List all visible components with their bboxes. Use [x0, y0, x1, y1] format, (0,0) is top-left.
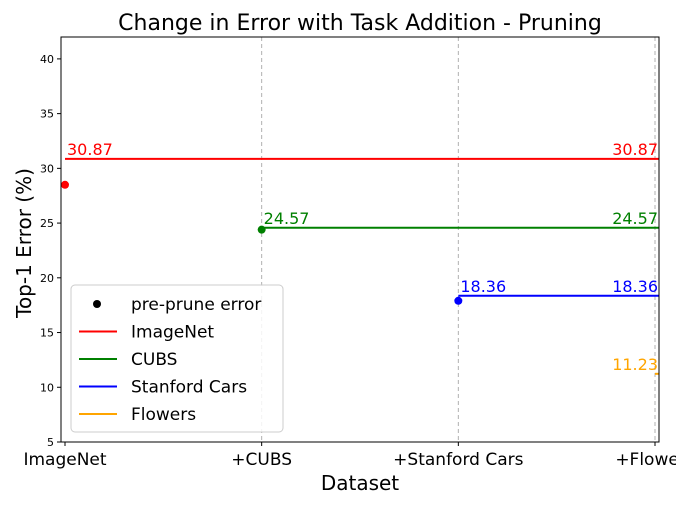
x-tick-label: ImageNet: [23, 450, 106, 470]
legend-label: ImageNet: [131, 323, 214, 343]
pre-prune-point: [454, 296, 463, 305]
y-tick-label: 25: [40, 217, 54, 230]
legend-box: [70, 284, 284, 433]
data-label: 18.36: [612, 277, 658, 296]
x-tick-label: +Flowers: [615, 450, 676, 470]
grid-layer: [261, 37, 656, 442]
y-tick-label: 10: [40, 381, 54, 394]
y-tick-label: 20: [40, 272, 54, 285]
legend-label: Flowers: [131, 405, 196, 425]
data-label: 11.23: [612, 355, 658, 374]
series-layer: 30.87 30.87 24.57 24.57 18.36 18.36 11.23: [61, 140, 659, 375]
y-tick-label: 35: [40, 108, 54, 121]
y-tick-label: 5: [47, 436, 54, 449]
y-tick-label: 40: [40, 53, 54, 66]
pre-prune-point: [257, 225, 266, 234]
legend-label: Stanford Cars: [131, 378, 247, 398]
data-label: 30.87: [612, 140, 658, 159]
plot-frame: [60, 36, 660, 443]
legend-marker: [93, 300, 101, 308]
data-label: 24.57: [264, 209, 310, 228]
axes-layer: 5 10 15 20 25 30 35 40 ImageNet +CUBS +Stanford Ca…: [23, 36, 676, 470]
y-axis-label: Top-1 Error (%): [12, 168, 36, 319]
x-tick-label: +Stanford Cars: [393, 450, 523, 470]
pre-prune-point: [61, 180, 69, 189]
legend: pre-prune error ImageNet CUBS Stanford Cars…: [70, 284, 284, 433]
x-tick-label: +CUBS: [231, 450, 292, 470]
data-label: 24.57: [612, 209, 658, 228]
y-tick-label: 15: [40, 327, 54, 340]
legend-label: CUBS: [131, 350, 177, 370]
data-label: 30.87: [67, 140, 113, 159]
legend-label: pre-prune error: [131, 295, 261, 315]
x-axis-label: Dataset: [321, 471, 399, 495]
y-tick-label: 30: [40, 162, 54, 175]
data-label: 18.36: [460, 277, 506, 296]
chart-title: Change in Error with Task Addition - Pru…: [118, 11, 602, 36]
